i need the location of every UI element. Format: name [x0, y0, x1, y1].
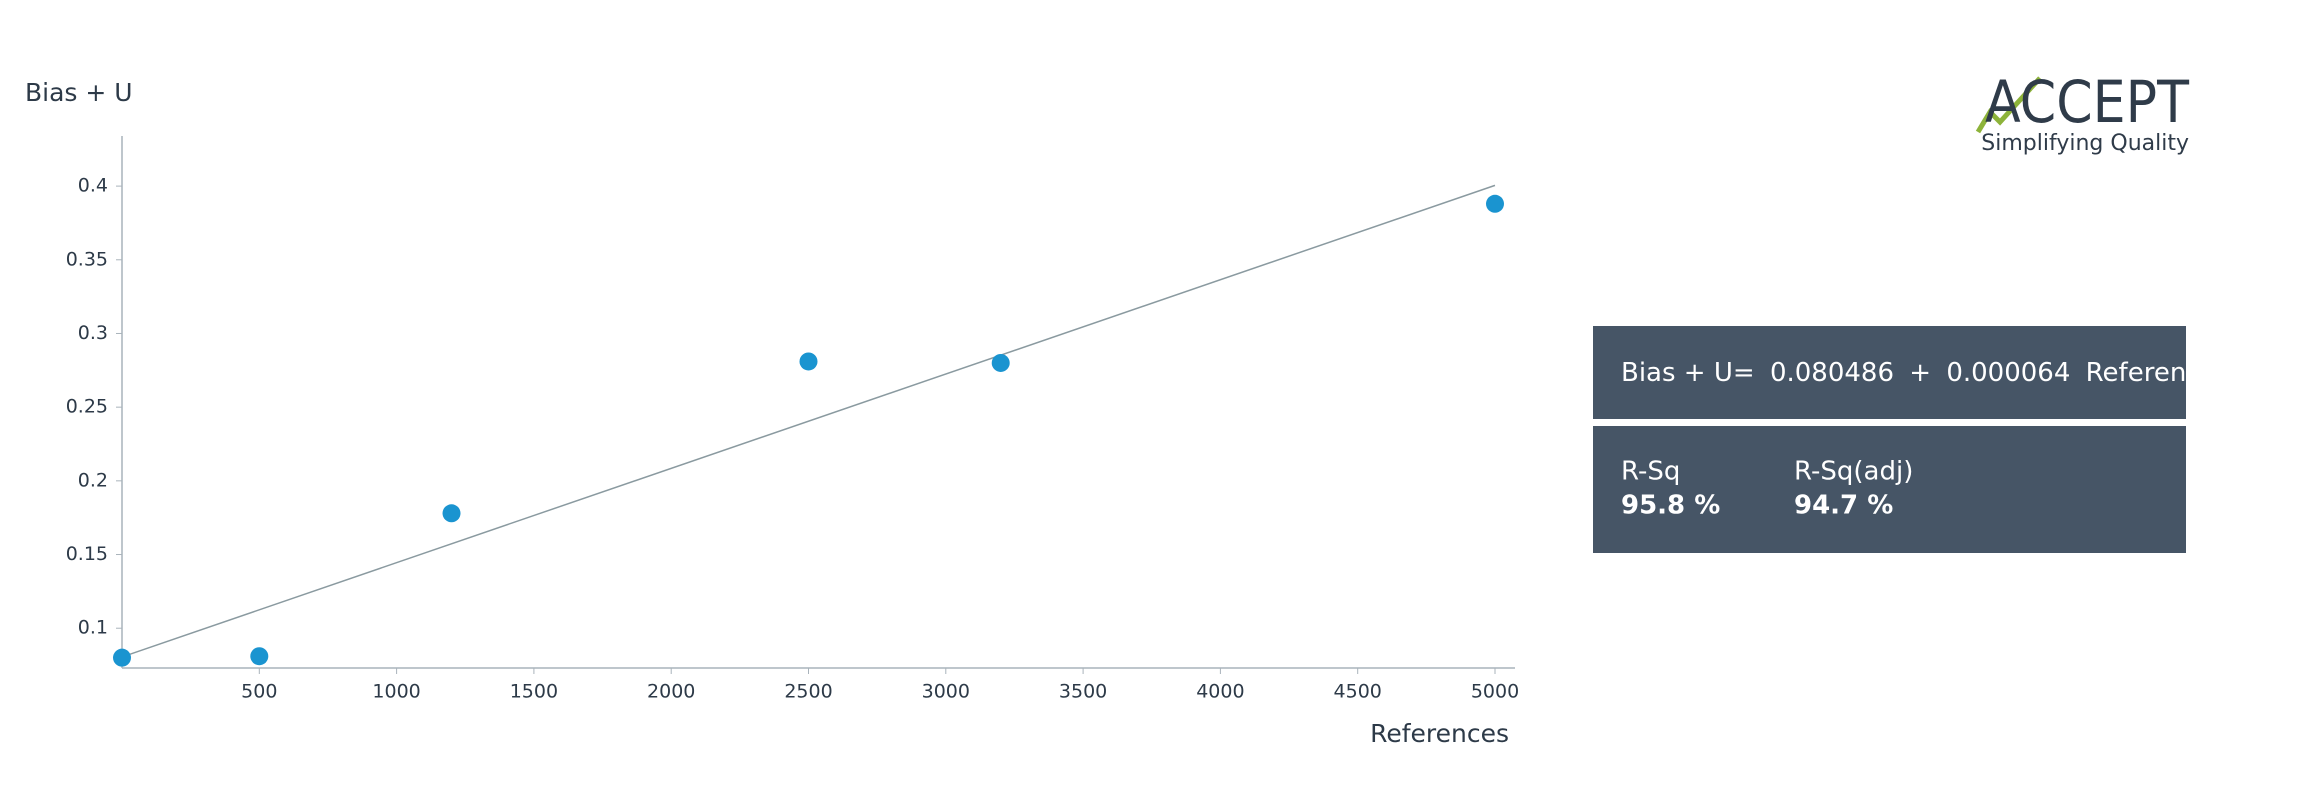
stat-value: 95.8 %	[1621, 491, 1720, 521]
y-tick-label: 0.1	[78, 617, 108, 639]
equation: Bias + U= 0.080486 + 0.000064 References	[1621, 358, 2230, 388]
panel-bg	[1593, 426, 2186, 553]
x-tick-label: 4000	[1196, 681, 1244, 703]
equation-slope: 0.000064	[1946, 358, 2070, 388]
point	[442, 504, 461, 523]
point	[250, 647, 269, 666]
panel-bg	[1593, 326, 2186, 419]
equation-lhs: Bias + U=	[1621, 358, 1755, 388]
y-tick-label: 0.15	[66, 543, 108, 565]
x-tick-label: 1000	[372, 681, 420, 703]
stats-panel: R-Sq 95.8 % R-Sq(adj) 94.7 %	[1593, 426, 2186, 553]
point	[113, 648, 131, 667]
x-tick-label: 2500	[784, 681, 832, 703]
point	[1486, 194, 1504, 213]
y-tick-label: 0.35	[66, 248, 108, 270]
stat-label: R-Sq(adj)	[1794, 457, 1913, 487]
logo: ACCEPT Simplifying Quality	[1975, 68, 2190, 156]
equation-variable: References	[2086, 358, 2230, 388]
y-tick-label: 0.4	[78, 175, 108, 197]
x-tick-label: 2000	[647, 681, 695, 703]
logo-check	[1975, 76, 2042, 134]
x-tick-label: 5000	[1471, 681, 1519, 703]
x-tick-label: 1500	[510, 681, 558, 703]
stat-value: 94.7 %	[1794, 491, 1893, 521]
y-axis-title: Bias + U	[25, 78, 133, 107]
x-axis-title: References	[1370, 719, 1509, 748]
logo-name: ACCEPT	[1985, 68, 2190, 136]
point	[799, 352, 818, 371]
y-tick-label: 0.2	[78, 469, 108, 491]
point	[991, 353, 1010, 372]
x-tick-label: 500	[241, 681, 277, 703]
x-tick-label: 3500	[1059, 681, 1107, 703]
fit-line	[121, 184, 1496, 658]
x-tick-label: 3000	[922, 681, 970, 703]
y-tick-label: 0.25	[66, 396, 108, 418]
y-tick-label: 0.3	[78, 322, 108, 344]
stat-label: R-Sq	[1621, 457, 1680, 487]
equation-op: +	[1909, 358, 1931, 388]
equation-panel: Bias + U= 0.080486 + 0.000064 References	[1593, 326, 2230, 419]
equation-intercept: 0.080486	[1770, 358, 1894, 388]
x-tick-label: 4500	[1334, 681, 1382, 703]
logo-tagline: Simplifying Quality	[1981, 131, 2189, 156]
